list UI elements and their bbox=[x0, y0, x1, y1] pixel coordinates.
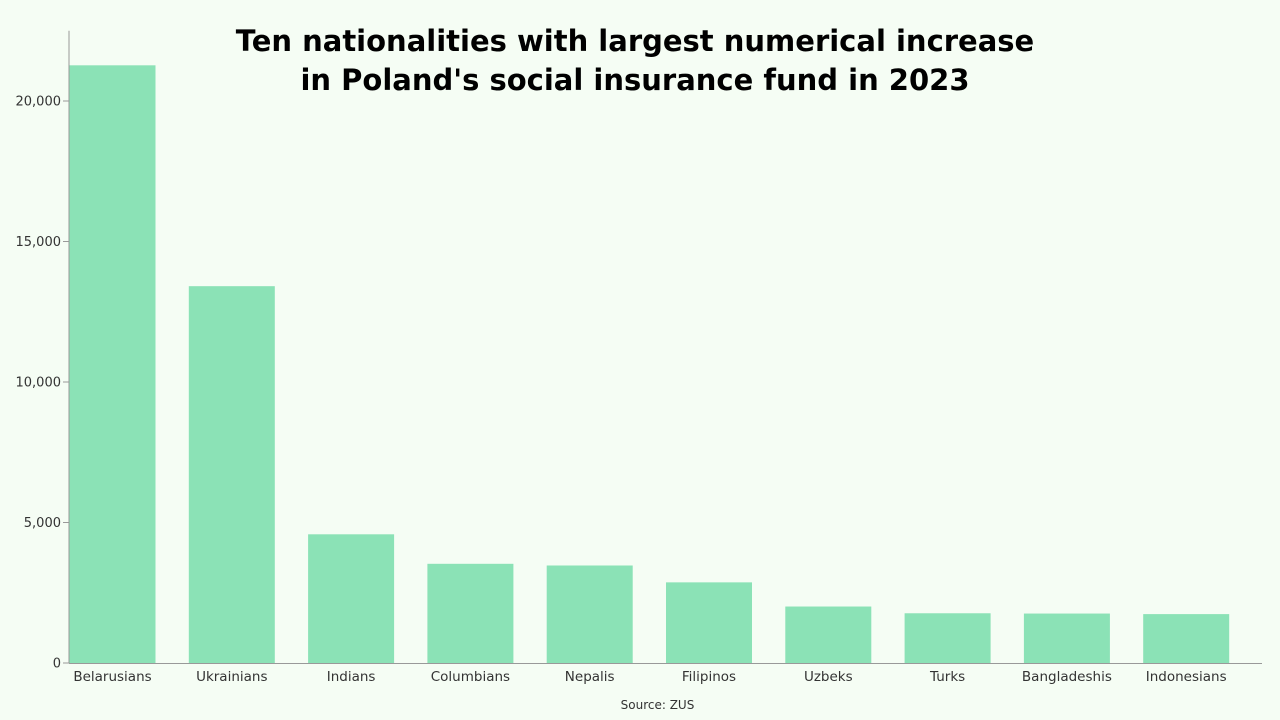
bar-columbians bbox=[427, 563, 514, 663]
x-category-label: Indians bbox=[327, 669, 376, 685]
bar-indians bbox=[308, 534, 395, 663]
bar-turks bbox=[904, 613, 991, 663]
x-category-label: Ukrainians bbox=[196, 669, 267, 685]
chart-source: Source: ZUS bbox=[620, 698, 695, 712]
bar-indonesians bbox=[1143, 614, 1230, 663]
bar-ukrainians bbox=[188, 286, 275, 663]
x-category-label: Nepalis bbox=[565, 669, 615, 685]
y-tick-label: 15,000 bbox=[16, 235, 62, 250]
chart-title-line-2: in Poland's social insurance fund in 202… bbox=[300, 63, 970, 97]
y-tick-label: 0 bbox=[53, 657, 61, 672]
x-category-label: Columbians bbox=[431, 669, 510, 685]
x-category-label: Uzbeks bbox=[804, 669, 853, 685]
chart-title-line-1: Ten nationalities with largest numerical… bbox=[235, 24, 1035, 58]
bar-belarusians bbox=[69, 65, 156, 664]
bar-filipinos bbox=[666, 582, 752, 663]
y-tick-label: 10,000 bbox=[16, 376, 62, 391]
x-category-label: Bangladeshis bbox=[1022, 669, 1112, 685]
bar-uzbeks bbox=[785, 606, 872, 663]
chart-title: Ten nationalities with largest numerical… bbox=[0, 22, 1270, 100]
x-category-label: Filipinos bbox=[682, 669, 736, 685]
x-category-label: Indonesians bbox=[1146, 669, 1227, 685]
x-category-label: Turks bbox=[929, 669, 965, 685]
bar-nepalis bbox=[546, 565, 633, 663]
bar-bangladeshis bbox=[1023, 613, 1110, 663]
x-category-label: Belarusians bbox=[73, 669, 151, 685]
y-tick-label: 20,000 bbox=[16, 95, 62, 110]
y-tick-label: 5,000 bbox=[24, 516, 61, 531]
